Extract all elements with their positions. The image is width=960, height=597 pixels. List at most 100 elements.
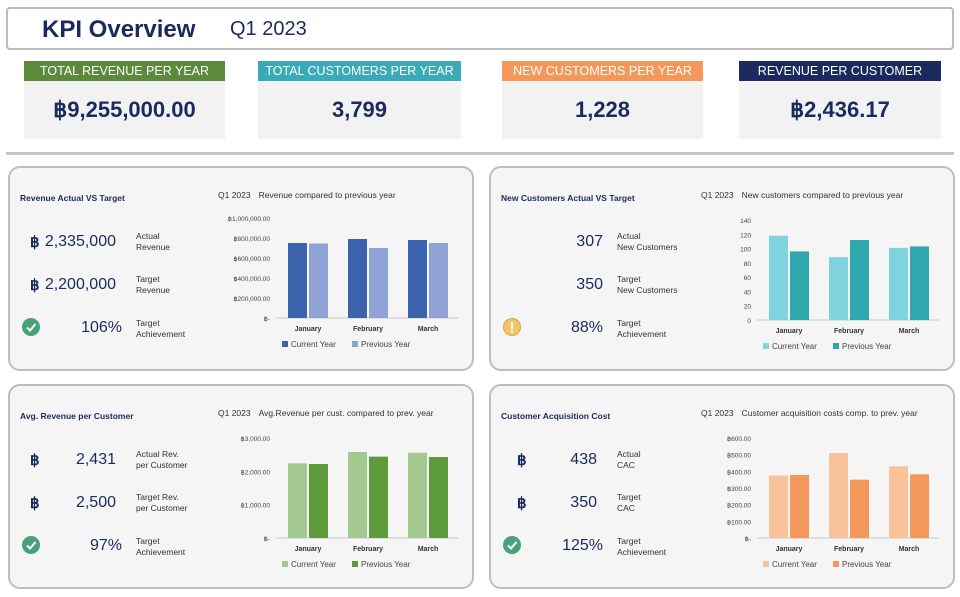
bar-previous-year-march	[429, 243, 448, 318]
target-cac-label: Target CAC	[617, 492, 641, 513]
achievement-value: 88%	[570, 319, 603, 336]
y-tick-label: ฿-	[264, 535, 270, 543]
y-tick-label: ฿600,000.00	[233, 255, 270, 263]
bar-current-year-march	[408, 240, 427, 318]
y-tick-label: ฿-	[264, 315, 270, 323]
actual-cac-value: 438	[570, 451, 597, 468]
panel-new-customers: New Customers Actual VS Target 307 Actua…	[489, 166, 955, 371]
revenue-chart: ฿- ฿200,000.00 ฿400,000.00 ฿600,000.00 ฿800,…	[228, 215, 458, 349]
check-icon	[22, 536, 40, 554]
new-customers-chart: 0 20 40 60 80 100 120 140 January February March Cu…	[740, 218, 939, 351]
achievement-label: Target Achievement	[617, 536, 667, 557]
legend-label: Current Year	[291, 560, 336, 569]
bar-previous-year-january	[309, 243, 328, 318]
legend-swatch	[763, 561, 769, 567]
panel-title: New Customers Actual VS Target	[501, 193, 635, 203]
panel-revenue: Revenue Actual VS Target ฿ 2,335,000 Act…	[8, 166, 474, 371]
bar-previous-year-february	[369, 248, 388, 318]
x-tick-label: February	[353, 326, 383, 333]
legend-label: Previous Year	[361, 560, 411, 569]
panel-cac: Customer Acquisition Cost ฿ 438 Actual CA…	[489, 384, 955, 589]
bar-current-year-january	[769, 475, 788, 538]
baht-symbol: ฿	[517, 452, 527, 469]
legend-label: Current Year	[772, 560, 817, 569]
x-tick-label: January	[776, 546, 803, 553]
panel-title: Customer Acquisition Cost	[501, 411, 611, 421]
legend-label: Previous Year	[842, 560, 892, 569]
target-revenue-label: Target Revenue	[136, 274, 171, 295]
legend-swatch	[352, 561, 358, 567]
target-new-customers-label: Target New Customers	[617, 274, 678, 295]
bar-current-year-january	[288, 463, 307, 538]
warning-icon	[503, 318, 521, 336]
actual-new-customers-value: 307	[576, 233, 603, 250]
achievement-value: 106%	[81, 319, 122, 336]
y-tick-label: ฿100.00	[727, 518, 751, 526]
kpi-value: 3,799	[331, 97, 388, 122]
actual-rev-per-customer-value: 2,431	[75, 451, 116, 468]
y-tick-label: ฿400,000.00	[233, 275, 270, 283]
check-icon	[22, 318, 40, 336]
kpi-label: TOTAL REVENUE PER YEAR	[24, 61, 225, 81]
bar-current-year-january	[288, 243, 307, 318]
kpi-card-revenue-per-customer: REVENUE PER CUSTOMER ฿2,436.17	[739, 61, 941, 139]
baht-symbol: ฿	[30, 452, 40, 469]
actual-revenue-value: 2,335,000	[44, 233, 116, 250]
y-tick-label: 60	[744, 275, 752, 282]
target-revenue-value: 2,200,000	[44, 276, 116, 293]
chart-heading: Q1 2023 Avg.Revenue per cust. compared to…	[218, 408, 434, 418]
baht-symbol: ฿	[30, 495, 40, 512]
y-tick-label: 80	[744, 261, 752, 268]
actual-new-customers-label: Actual New Customers	[617, 231, 678, 252]
y-tick-label: ฿3,000.00	[241, 435, 271, 443]
target-cac-value: 350	[570, 494, 597, 511]
chart-heading: Q1 2023 Revenue compared to previous year	[218, 190, 396, 200]
x-tick-label: January	[776, 328, 803, 335]
legend-label: Previous Year	[361, 340, 411, 349]
y-tick-label: ฿600.00	[727, 435, 751, 443]
kpi-value: ฿2,436.17	[790, 97, 890, 122]
kpi-card-total-customers: TOTAL CUSTOMERS PER YEAR 3,799	[258, 61, 461, 139]
legend-label: Current Year	[772, 342, 817, 351]
kpi-value: 1,228	[574, 97, 631, 122]
actual-rev-per-customer-label: Actual Rev. per Customer	[136, 449, 188, 470]
bar-current-year-january	[769, 235, 788, 320]
y-tick-label: ฿2,000.00	[241, 468, 271, 476]
y-tick-label: ฿500.00	[727, 452, 751, 460]
page-title: KPI Overview	[42, 16, 196, 43]
bar-previous-year-march	[910, 474, 929, 538]
panel-title: Revenue Actual VS Target	[20, 193, 125, 203]
bar-previous-year-february	[850, 240, 869, 320]
legend-swatch	[282, 561, 288, 567]
y-tick-label: ฿200,000.00	[233, 295, 270, 303]
achievement-label: Target Achievement	[617, 318, 667, 339]
kpi-label: TOTAL CUSTOMERS PER YEAR	[258, 61, 461, 81]
kpi-label: REVENUE PER CUSTOMER	[739, 61, 941, 81]
target-rev-per-customer-value: 2,500	[75, 494, 116, 511]
legend-swatch	[763, 343, 769, 349]
actual-cac-label: Actual CAC	[617, 449, 641, 470]
actual-revenue-label: Actual Revenue	[136, 231, 171, 252]
kpi-card-total-revenue: TOTAL REVENUE PER YEAR ฿9,255,000.00	[24, 61, 225, 139]
cac-chart: ฿- ฿100.00 ฿200.00 ฿300.00 ฿400.00 ฿500.00 ฿60…	[727, 435, 939, 569]
y-tick-label: 100	[740, 247, 751, 254]
x-tick-label: February	[834, 328, 864, 335]
x-tick-label: January	[295, 326, 322, 333]
legend-label: Current Year	[291, 340, 336, 349]
x-tick-label: March	[899, 546, 920, 553]
bar-previous-year-february	[850, 479, 869, 538]
achievement-value: 97%	[89, 537, 122, 554]
panel-title: Avg. Revenue per Customer	[20, 411, 134, 421]
divider	[6, 152, 954, 155]
baht-symbol: ฿	[30, 277, 40, 294]
bar-current-year-february	[829, 257, 848, 320]
legend-label: Previous Year	[842, 342, 892, 351]
chart-heading: Q1 2023 Customer acquisition costs comp. …	[701, 408, 918, 418]
y-tick-label: 140	[740, 218, 751, 225]
y-tick-label: 0	[747, 318, 751, 325]
baht-symbol: ฿	[30, 234, 40, 251]
chart-heading: Q1 2023 New customers compared to previou…	[701, 190, 904, 200]
bar-previous-year-january	[790, 475, 809, 538]
bar-previous-year-march	[910, 246, 929, 320]
target-rev-per-customer-label: Target Rev. per Customer	[136, 492, 188, 513]
